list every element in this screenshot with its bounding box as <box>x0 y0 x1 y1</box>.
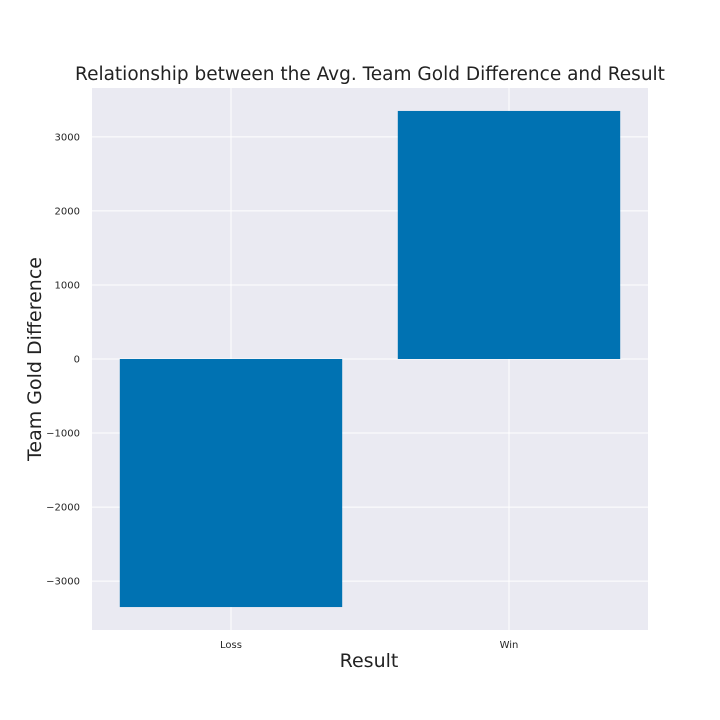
y-tick-label: −2000 <box>46 503 80 514</box>
bars <box>119 110 621 608</box>
chart-title: Relationship between the Avg. Team Gold … <box>75 64 665 85</box>
x-tick-label: Loss <box>220 640 242 651</box>
x-axis-label: Result <box>340 650 399 672</box>
y-tick-label: 0 <box>74 355 80 366</box>
y-tick-label: −1000 <box>46 429 80 440</box>
y-tick-label: −3000 <box>46 577 80 588</box>
x-tick-label: Win <box>500 640 519 651</box>
y-tick-label: 1000 <box>55 280 80 291</box>
x-tick-labels: Loss Win <box>220 640 518 651</box>
bar-loss <box>119 359 343 608</box>
bar-win <box>397 110 621 359</box>
y-axis-label: Team Gold Difference <box>24 257 46 462</box>
y-tick-label: 2000 <box>55 206 80 217</box>
y-tick-labels: −3000 −2000 −1000 0 1000 2000 3000 <box>46 132 80 587</box>
y-tick-label: 3000 <box>55 132 80 143</box>
